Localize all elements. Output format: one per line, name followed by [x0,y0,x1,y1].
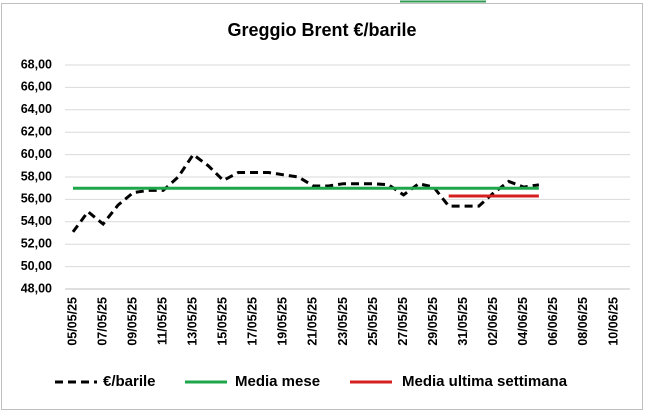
y-tick-label: 50,00 [21,259,52,273]
chart-title: Greggio Brent €/barile [227,20,416,40]
chart-border [1,3,643,410]
y-tick-label: 64,00 [21,102,52,116]
x-tick-label: 09/05/25 [125,297,139,346]
legend-label: €/barile [103,373,156,390]
x-tick-label: 08/06/25 [576,297,590,346]
x-tick-label: 10/06/25 [606,297,620,346]
x-tick-label: 02/06/25 [486,297,500,346]
y-tick-label: 56,00 [21,192,52,206]
y-tick-label: 48,00 [21,281,52,295]
x-tick-label: 11/05/25 [155,297,169,345]
series-line [71,152,540,233]
y-tick-label: 62,00 [21,124,52,138]
x-tick-label: 25/05/25 [366,297,380,346]
x-tick-label: 07/05/25 [95,297,109,346]
y-tick-label: 54,00 [21,214,52,228]
x-tick-label: 05/05/25 [65,297,79,346]
x-tick-label: 27/05/25 [396,297,410,346]
x-tick-label: 21/05/25 [306,297,320,346]
y-tick-label: 58,00 [21,169,52,183]
x-tick-label: 31/05/25 [456,297,470,346]
x-tick-label: 13/05/25 [186,297,200,346]
y-tick-label: 66,00 [21,80,52,94]
x-tick-label: 19/05/25 [276,297,290,346]
x-tick-label: 04/06/25 [516,297,530,346]
y-tick-label: 52,00 [21,236,52,250]
x-tick-label: 06/06/25 [546,297,560,346]
x-tick-label: 23/05/25 [336,297,350,346]
y-tick-label: 68,00 [21,57,52,71]
legend-label: Media mese [235,373,320,390]
x-tick-label: 15/05/25 [216,297,230,346]
y-tick-label: 60,00 [21,147,52,161]
x-tick-label: 29/05/25 [426,297,440,346]
x-tick-label: 17/05/25 [246,297,260,346]
legend-label: Media ultima settimana [402,373,568,390]
